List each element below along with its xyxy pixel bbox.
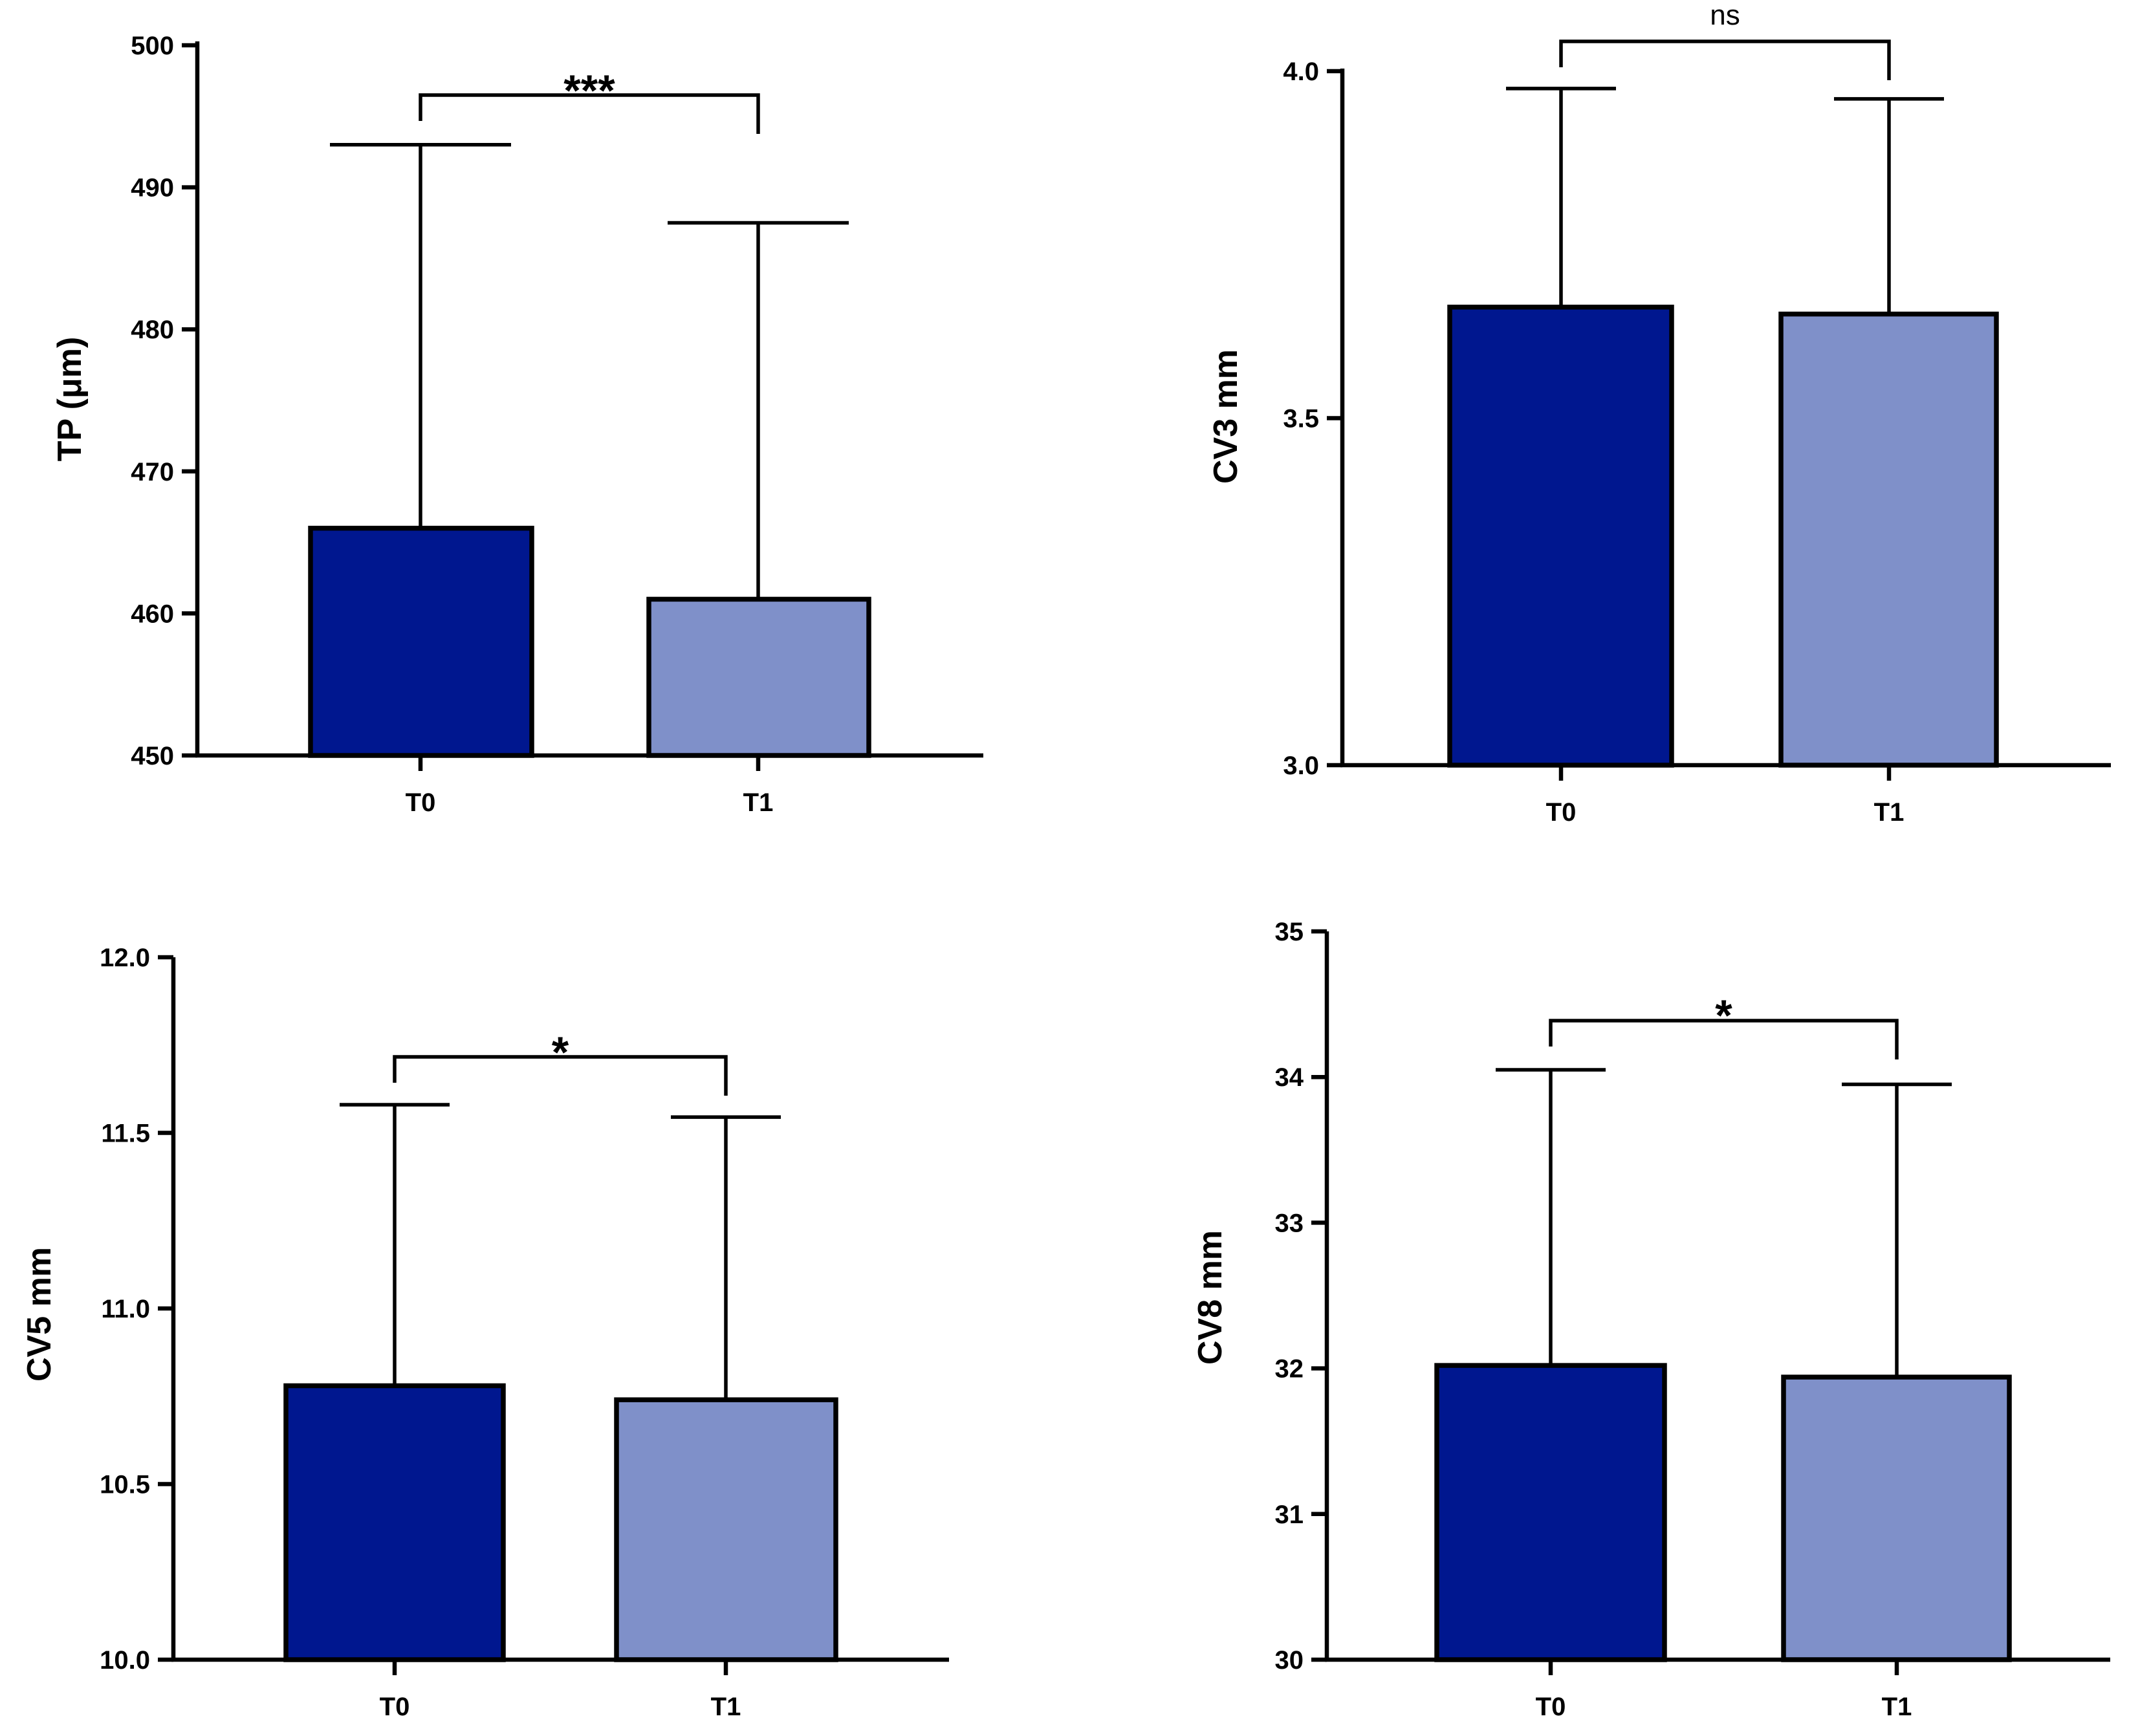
chart-panel-cv5: CV5 mm 10.0 10.5 11.0 11.5 12.0 bbox=[21, 944, 949, 1721]
bar-t1 bbox=[614, 1397, 838, 1662]
y-axis-label: CV3 mm bbox=[1207, 349, 1245, 484]
error-bar-t0 bbox=[1506, 87, 1616, 307]
chart-panel-cv3: CV3 mm 3.0 3.5 4.0 T0 T1 ns bbox=[1207, 0, 2111, 827]
error-bar-t0 bbox=[1496, 1068, 1606, 1366]
y-tick-label: 500 bbox=[131, 32, 174, 60]
bar-t0 bbox=[308, 525, 534, 758]
y-axis-tick-labels: 3.0 3.5 4.0 bbox=[1283, 58, 1319, 780]
x-tick-label-t1: T1 bbox=[711, 1693, 741, 1721]
x-axis-tick-labels: T0 T1 bbox=[1546, 798, 1905, 827]
y-axis-ticks bbox=[182, 43, 197, 758]
x-tick-label-t0: T0 bbox=[380, 1693, 410, 1721]
error-bar-t1 bbox=[1834, 97, 1944, 314]
y-axis-label: CV5 mm bbox=[21, 1247, 58, 1382]
error-bar-t1 bbox=[668, 221, 849, 600]
y-tick-label: 31 bbox=[1275, 1501, 1304, 1529]
x-axis-ticks bbox=[418, 755, 761, 771]
y-axis-tick-labels: 30 31 32 33 34 35 bbox=[1275, 918, 1304, 1675]
y-tick-label: 12.0 bbox=[100, 944, 150, 972]
bars bbox=[1447, 305, 1999, 768]
x-tick-label-t1: T1 bbox=[1874, 798, 1905, 827]
x-axis-tick-labels: T0 T1 bbox=[380, 1693, 741, 1721]
bar-t1 bbox=[646, 596, 871, 758]
significance-label: * bbox=[1715, 991, 1732, 1040]
bar-t1 bbox=[1778, 311, 1999, 768]
x-axis-ticks bbox=[1548, 1660, 1899, 1675]
error-bars bbox=[330, 142, 849, 600]
y-tick-label: 34 bbox=[1275, 1063, 1304, 1092]
y-tick-label: 3.5 bbox=[1283, 405, 1319, 433]
significance-label: *** bbox=[563, 66, 615, 115]
x-tick-label-t1: T1 bbox=[1882, 1693, 1912, 1721]
y-tick-label: 460 bbox=[131, 600, 174, 628]
error-bars bbox=[1496, 1068, 1952, 1378]
y-tick-label: 3.0 bbox=[1283, 752, 1319, 780]
significance-bracket bbox=[1559, 39, 1891, 80]
error-bar-t1 bbox=[1842, 1082, 1952, 1378]
significance-bracket bbox=[1549, 1019, 1899, 1059]
error-bar-t1 bbox=[671, 1115, 781, 1400]
x-tick-label-t0: T0 bbox=[406, 788, 436, 817]
y-tick-label: 35 bbox=[1275, 918, 1304, 946]
chart-panel-tp: TP (μm) 450 460 470 480 490 500 bbox=[51, 32, 983, 817]
significance-label: ns bbox=[1710, 0, 1740, 31]
bar-t0 bbox=[1447, 305, 1674, 768]
y-axis-ticks bbox=[158, 955, 173, 1662]
x-tick-label-t0: T0 bbox=[1546, 798, 1577, 827]
y-tick-label: 470 bbox=[131, 458, 174, 486]
x-axis-tick-labels: T0 T1 bbox=[406, 788, 774, 817]
significance-bracket bbox=[419, 93, 760, 134]
bars bbox=[283, 1383, 838, 1662]
y-tick-label: 32 bbox=[1275, 1355, 1304, 1383]
y-tick-label: 30 bbox=[1275, 1646, 1304, 1675]
y-axis-label: CV8 mm bbox=[1192, 1230, 1229, 1365]
x-tick-label-t0: T0 bbox=[1536, 1693, 1566, 1721]
error-bar-t0 bbox=[340, 1103, 450, 1386]
y-tick-label: 4.0 bbox=[1283, 58, 1319, 86]
bars bbox=[308, 525, 871, 758]
x-axis-ticks bbox=[1558, 765, 1892, 781]
y-tick-label: 480 bbox=[131, 316, 174, 344]
y-axis-tick-labels: 10.0 10.5 11.0 11.5 12.0 bbox=[100, 944, 150, 1675]
x-axis-ticks bbox=[392, 1660, 728, 1675]
significance-bracket bbox=[393, 1055, 728, 1096]
y-tick-label: 11.5 bbox=[101, 1120, 150, 1148]
y-axis-label: TP (μm) bbox=[51, 337, 89, 462]
error-bars bbox=[1506, 87, 1944, 314]
y-tick-label: 490 bbox=[131, 174, 174, 202]
y-tick-label: 10.5 bbox=[100, 1471, 150, 1499]
bar-t0 bbox=[283, 1383, 506, 1662]
y-tick-label: 33 bbox=[1275, 1209, 1304, 1237]
x-tick-label-t1: T1 bbox=[743, 788, 774, 817]
y-axis-ticks bbox=[1311, 929, 1327, 1662]
chart-panel-cv8: CV8 mm 30 31 32 33 34 35 bbox=[1192, 918, 2110, 1721]
y-axis-tick-labels: 450 460 470 480 490 500 bbox=[131, 32, 174, 770]
bar-t1 bbox=[1781, 1374, 2012, 1662]
y-tick-label: 11.0 bbox=[101, 1295, 150, 1323]
y-tick-label: 10.0 bbox=[100, 1646, 150, 1675]
y-axis-ticks bbox=[1327, 69, 1342, 768]
x-axis-tick-labels: T0 T1 bbox=[1536, 1693, 1912, 1721]
bars bbox=[1434, 1363, 2012, 1662]
y-tick-label: 450 bbox=[131, 742, 174, 770]
significance-label: * bbox=[552, 1028, 569, 1077]
error-bars bbox=[340, 1103, 781, 1400]
bar-t0 bbox=[1434, 1363, 1667, 1662]
error-bar-t0 bbox=[330, 142, 511, 528]
